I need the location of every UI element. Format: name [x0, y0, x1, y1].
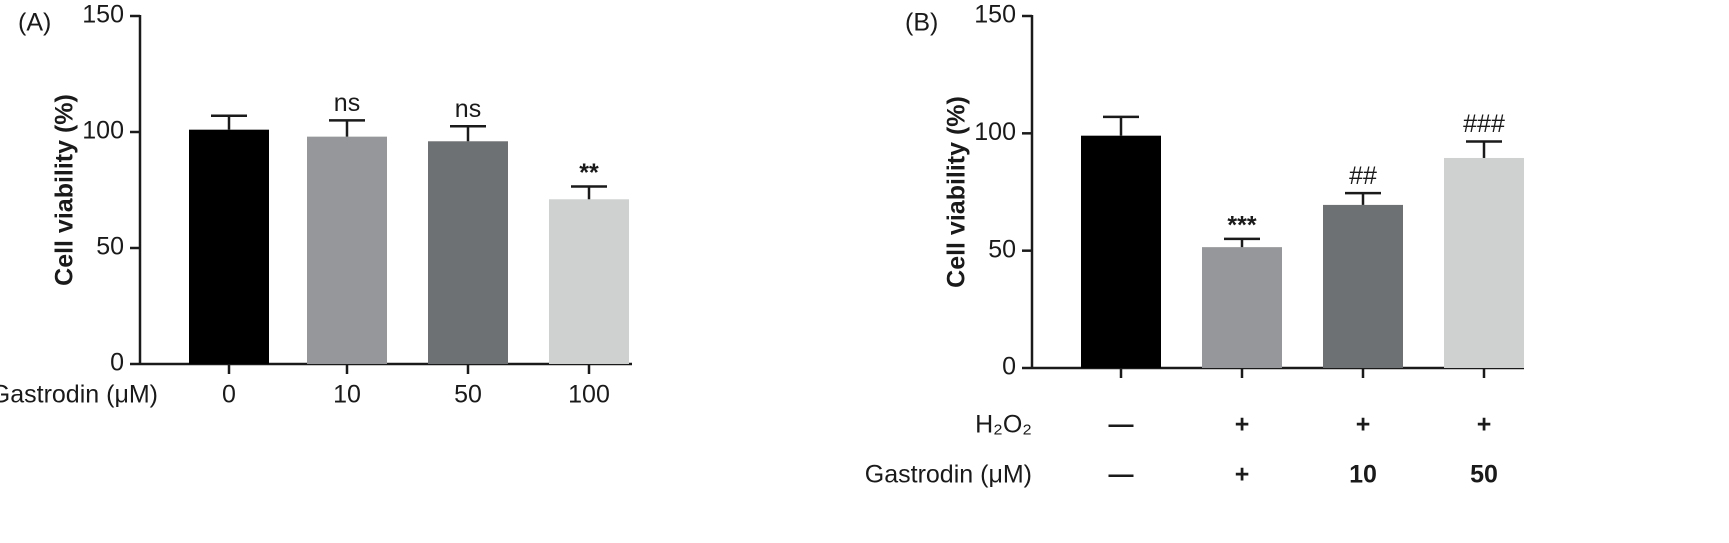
row-cell: —	[1109, 461, 1134, 489]
annotation: ns	[455, 95, 481, 123]
y-tick-label: 50	[96, 233, 124, 261]
y-axis-label: Cell viability (%)	[51, 94, 79, 286]
row-cell: 10	[1349, 461, 1377, 489]
annotation: ***	[1227, 212, 1256, 240]
row-label: Gastrodin (μM)	[865, 461, 1032, 489]
y-tick-label: 100	[82, 117, 124, 145]
bar	[307, 136, 387, 364]
panel-label: (B)	[905, 9, 938, 37]
row-cell: +	[1235, 411, 1250, 439]
y-tick-label: 150	[82, 1, 124, 29]
bar	[189, 129, 269, 364]
annotation: ##	[1349, 162, 1377, 190]
panel-label: (A)	[18, 9, 51, 37]
bar	[428, 141, 508, 364]
annotation: **	[579, 159, 599, 187]
annotation: ###	[1463, 110, 1505, 138]
annotation: ns	[334, 89, 360, 117]
y-tick-label: 100	[974, 118, 1016, 146]
bar	[1444, 157, 1524, 368]
y-tick-label: 50	[988, 235, 1016, 263]
x-tick-label: 0	[222, 381, 236, 409]
row-cell: +	[1477, 411, 1492, 439]
y-tick-label: 150	[974, 1, 1016, 29]
y-tick-label: 0	[110, 349, 124, 377]
x-tick-label: 100	[568, 381, 610, 409]
bar	[1323, 204, 1403, 368]
x-axis-label: Gastrodin (μM)	[0, 381, 158, 409]
bar	[1202, 247, 1282, 368]
x-tick-label: 10	[333, 381, 361, 409]
x-tick-label: 50	[454, 381, 482, 409]
row-cell: +	[1356, 411, 1371, 439]
row-cell: +	[1235, 461, 1250, 489]
row-label: H₂O₂	[975, 411, 1032, 439]
y-tick-label: 0	[1002, 353, 1016, 381]
bar	[549, 199, 629, 364]
y-axis-label: Cell viability (%)	[943, 96, 971, 288]
row-cell: —	[1109, 411, 1134, 439]
row-cell: 50	[1470, 461, 1498, 489]
bar	[1081, 135, 1161, 368]
